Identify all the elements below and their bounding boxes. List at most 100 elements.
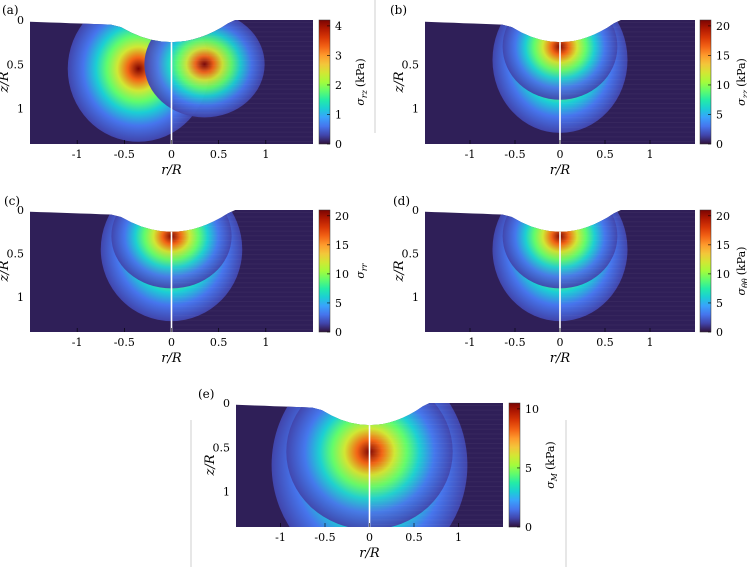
y-tick-label: 0 [17,14,24,27]
x-tick-label: -0.5 [114,148,135,161]
colorbar-label: σθθ (kPa) [735,247,747,296]
colorbar-tick-label: 0 [716,326,723,339]
x-tick-label: 1 [647,148,654,161]
chart-panel-b: (b) -1 -0.5 0 0.5 1 0.5 1 r/R z/R 0 5 10 15 20 σzz (kPa) [390,3,747,178]
colorbar-tick-label: 10 [716,79,730,92]
x-axis-label: r/R [550,351,571,366]
heatmap-area [30,20,313,144]
y-axis-label: z/R [0,71,12,93]
heatmap-area [425,20,695,144]
colorbar-tick-label: 5 [525,462,532,475]
y-tick-label: 0.5 [7,58,25,71]
colorbar-label-unit: (kPa) [735,58,747,87]
chart-panel-a: (a) -1 -0.5 0 0.5 1 0 0.5 1 r/R z/R 0 1 2 3 4 σrz (kPa) [0,3,369,178]
y-tick-label: 1 [223,486,230,499]
x-tick-label: 1 [262,336,269,349]
colorbar-tick-label: 20 [335,210,349,223]
colorbar-label-symbol: σ [735,287,747,295]
colorbar-tick-label: 10 [716,268,730,281]
colorbar-tick-label: 4 [335,20,342,33]
colorbar-label-unit: (kPa) [735,247,747,276]
colorbar-tick-label: 15 [716,49,730,62]
colorbar-label: σzz (kPa) [735,58,747,106]
y-tick-label: 0.5 [7,248,25,261]
y-tick-label: 1 [412,291,419,304]
colorbar-label-symbol: σ [354,271,367,279]
y-tick-label: 0 [412,204,419,217]
colorbar-label: σrz (kPa) [354,58,369,105]
x-tick-label: -1 [275,531,286,544]
colorbar-tick-label: 5 [716,297,723,310]
colorbar-label-symbol: σ [544,481,557,489]
colorbar-tick-label: 20 [716,210,730,223]
colorbar-label-symbol: σ [735,98,747,106]
colorbar-tick-label: 15 [335,239,349,252]
x-tick-label: 0 [366,531,373,544]
colorbar-tick-label: 15 [716,239,730,252]
colorbar-label-unit: (kPa) [354,58,367,87]
x-tick-label: -1 [465,148,476,161]
x-tick-label: 0.5 [405,531,423,544]
x-tick-label: 1 [455,531,462,544]
colorbar [318,209,331,333]
colorbar-tick-label: 0 [716,138,723,151]
x-tick-label: 0 [557,336,564,349]
colorbar-tick-label: 0 [335,138,342,151]
colorbar-tick-label: 3 [335,49,342,62]
panel-label: (e) [198,387,214,401]
x-tick-label: 0.5 [596,148,614,161]
y-tick-label: 0.5 [402,58,420,71]
x-tick-label: -0.5 [504,148,525,161]
panel-label: (c) [4,194,20,208]
colorbar-label-subscript: rz [360,89,369,98]
colorbar-label-subscript: θθ [741,278,747,288]
colorbar-label-symbol: σ [354,98,367,106]
y-tick-label: 0 [223,397,230,410]
x-tick-label: 1 [647,336,654,349]
panel-label: (b) [390,3,407,17]
colorbar-label-unit: (kPa) [544,441,557,470]
colorbar-tick-label: 10 [335,268,349,281]
x-axis-label: r/R [161,351,182,366]
colorbar-tick-label: 0 [335,326,342,339]
colorbar-label: σM (kPa) [544,441,559,488]
y-tick-label: 1 [17,291,24,304]
y-tick-label: 1 [17,103,24,116]
colorbar-label-subscript: zz [741,89,747,99]
x-tick-label: -0.5 [504,336,525,349]
heatmap-area [30,210,313,332]
y-tick-label: 1 [412,103,419,116]
colorbar-label: σrr [354,262,369,278]
x-tick-label: 0 [168,336,175,349]
x-tick-label: -1 [72,336,83,349]
colorbar [318,19,331,145]
y-tick-label: 0.5 [213,441,231,454]
x-tick-label: -1 [465,336,476,349]
colorbar [699,209,712,333]
y-tick-label: 0 [17,204,24,217]
colorbar-tick-label: 5 [716,108,723,121]
colorbar [699,19,712,145]
x-axis-label: r/R [161,163,182,178]
x-tick-label: -0.5 [314,531,335,544]
x-axis-label: r/R [359,546,380,561]
y-axis-label: z/R [392,71,407,93]
x-tick-label: 1 [262,148,269,161]
x-tick-label: 0.5 [210,336,228,349]
chart-panel-d: (d)-1 -0.5 0 0.5 100.51r/Rz/R05101520σθθ(kPa… [392,194,747,366]
heatmap-area [425,210,695,332]
colorbar-label-subscript: rr [360,262,369,271]
y-axis-label: z/R [203,454,218,476]
x-tick-label: 0.5 [210,148,228,161]
x-tick-label: -0.5 [114,336,135,349]
colorbar-tick-label: 10 [525,403,539,416]
colorbar [508,402,521,528]
colorbar-tick-label: 2 [335,79,342,92]
y-axis-label: z/R [392,260,407,282]
x-tick-label: 0 [557,148,564,161]
x-axis-label: r/R [550,163,571,178]
x-tick-label: -1 [72,148,83,161]
